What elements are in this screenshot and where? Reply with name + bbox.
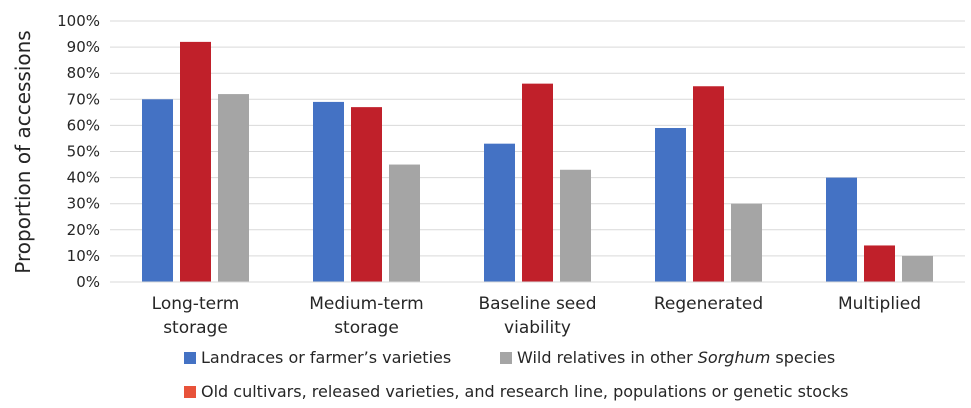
x-category-label: Baseline seed viability <box>478 294 596 338</box>
legend-label-wild-relatives: Wild relatives in other Sorghum species <box>517 348 835 367</box>
bar <box>389 164 420 282</box>
x-category-label: Medium-term storage <box>309 294 423 338</box>
y-tick-label: 100% <box>57 12 100 30</box>
y-tick-label: 30% <box>67 195 100 213</box>
legend-label-landraces: Landraces or farmer’s varieties <box>201 348 451 367</box>
y-tick-label: 70% <box>67 90 100 108</box>
y-tick-label: 0% <box>76 273 100 291</box>
legend-label-wild-part2: Sorghum <box>698 348 771 367</box>
bar <box>484 143 515 282</box>
bars <box>142 41 933 282</box>
bar <box>902 255 933 282</box>
bar <box>560 169 591 282</box>
y-tick-label: 50% <box>67 143 100 161</box>
bar <box>142 99 173 282</box>
bar <box>693 86 724 282</box>
legend-swatch-landraces <box>184 352 196 364</box>
x-category-label: Long-term storage <box>152 294 240 338</box>
x-axis-category-labels: Long-term storage Medium-term storage Baseli… <box>152 294 921 338</box>
legend-swatch-wild-relatives <box>500 352 512 364</box>
x-category-label: Multiplied <box>838 294 921 314</box>
bar <box>351 107 382 282</box>
y-tick-label: 80% <box>67 64 100 82</box>
y-tick-label: 90% <box>67 38 100 56</box>
bar <box>655 128 686 282</box>
y-tick-label: 40% <box>67 169 100 187</box>
bar <box>864 245 895 282</box>
y-tick-label: 10% <box>67 247 100 265</box>
legend-label-wild-part3: species <box>770 348 835 367</box>
bar <box>522 83 553 282</box>
bar <box>826 177 857 282</box>
legend-label-wild-part1: Wild relatives in other <box>517 348 698 367</box>
y-axis-label: Proportion of accessions <box>11 30 35 273</box>
bar <box>218 94 249 282</box>
legend: Landraces or farmer’s varieties Wild rel… <box>184 348 848 401</box>
bar <box>731 203 762 282</box>
x-category-label: Regenerated <box>654 294 763 314</box>
y-tick-label: 20% <box>67 221 100 239</box>
y-tick-label: 60% <box>67 116 100 134</box>
legend-label-old-cultivars: Old cultivars, released varieties, and r… <box>201 382 848 401</box>
bar <box>313 101 344 282</box>
y-axis-tick-labels: 0% 10% 20% 30% 40% 50% 60% 70% 80% 90% 100% <box>57 12 100 291</box>
bar <box>180 41 211 282</box>
legend-swatch-old-cultivars <box>184 386 196 398</box>
